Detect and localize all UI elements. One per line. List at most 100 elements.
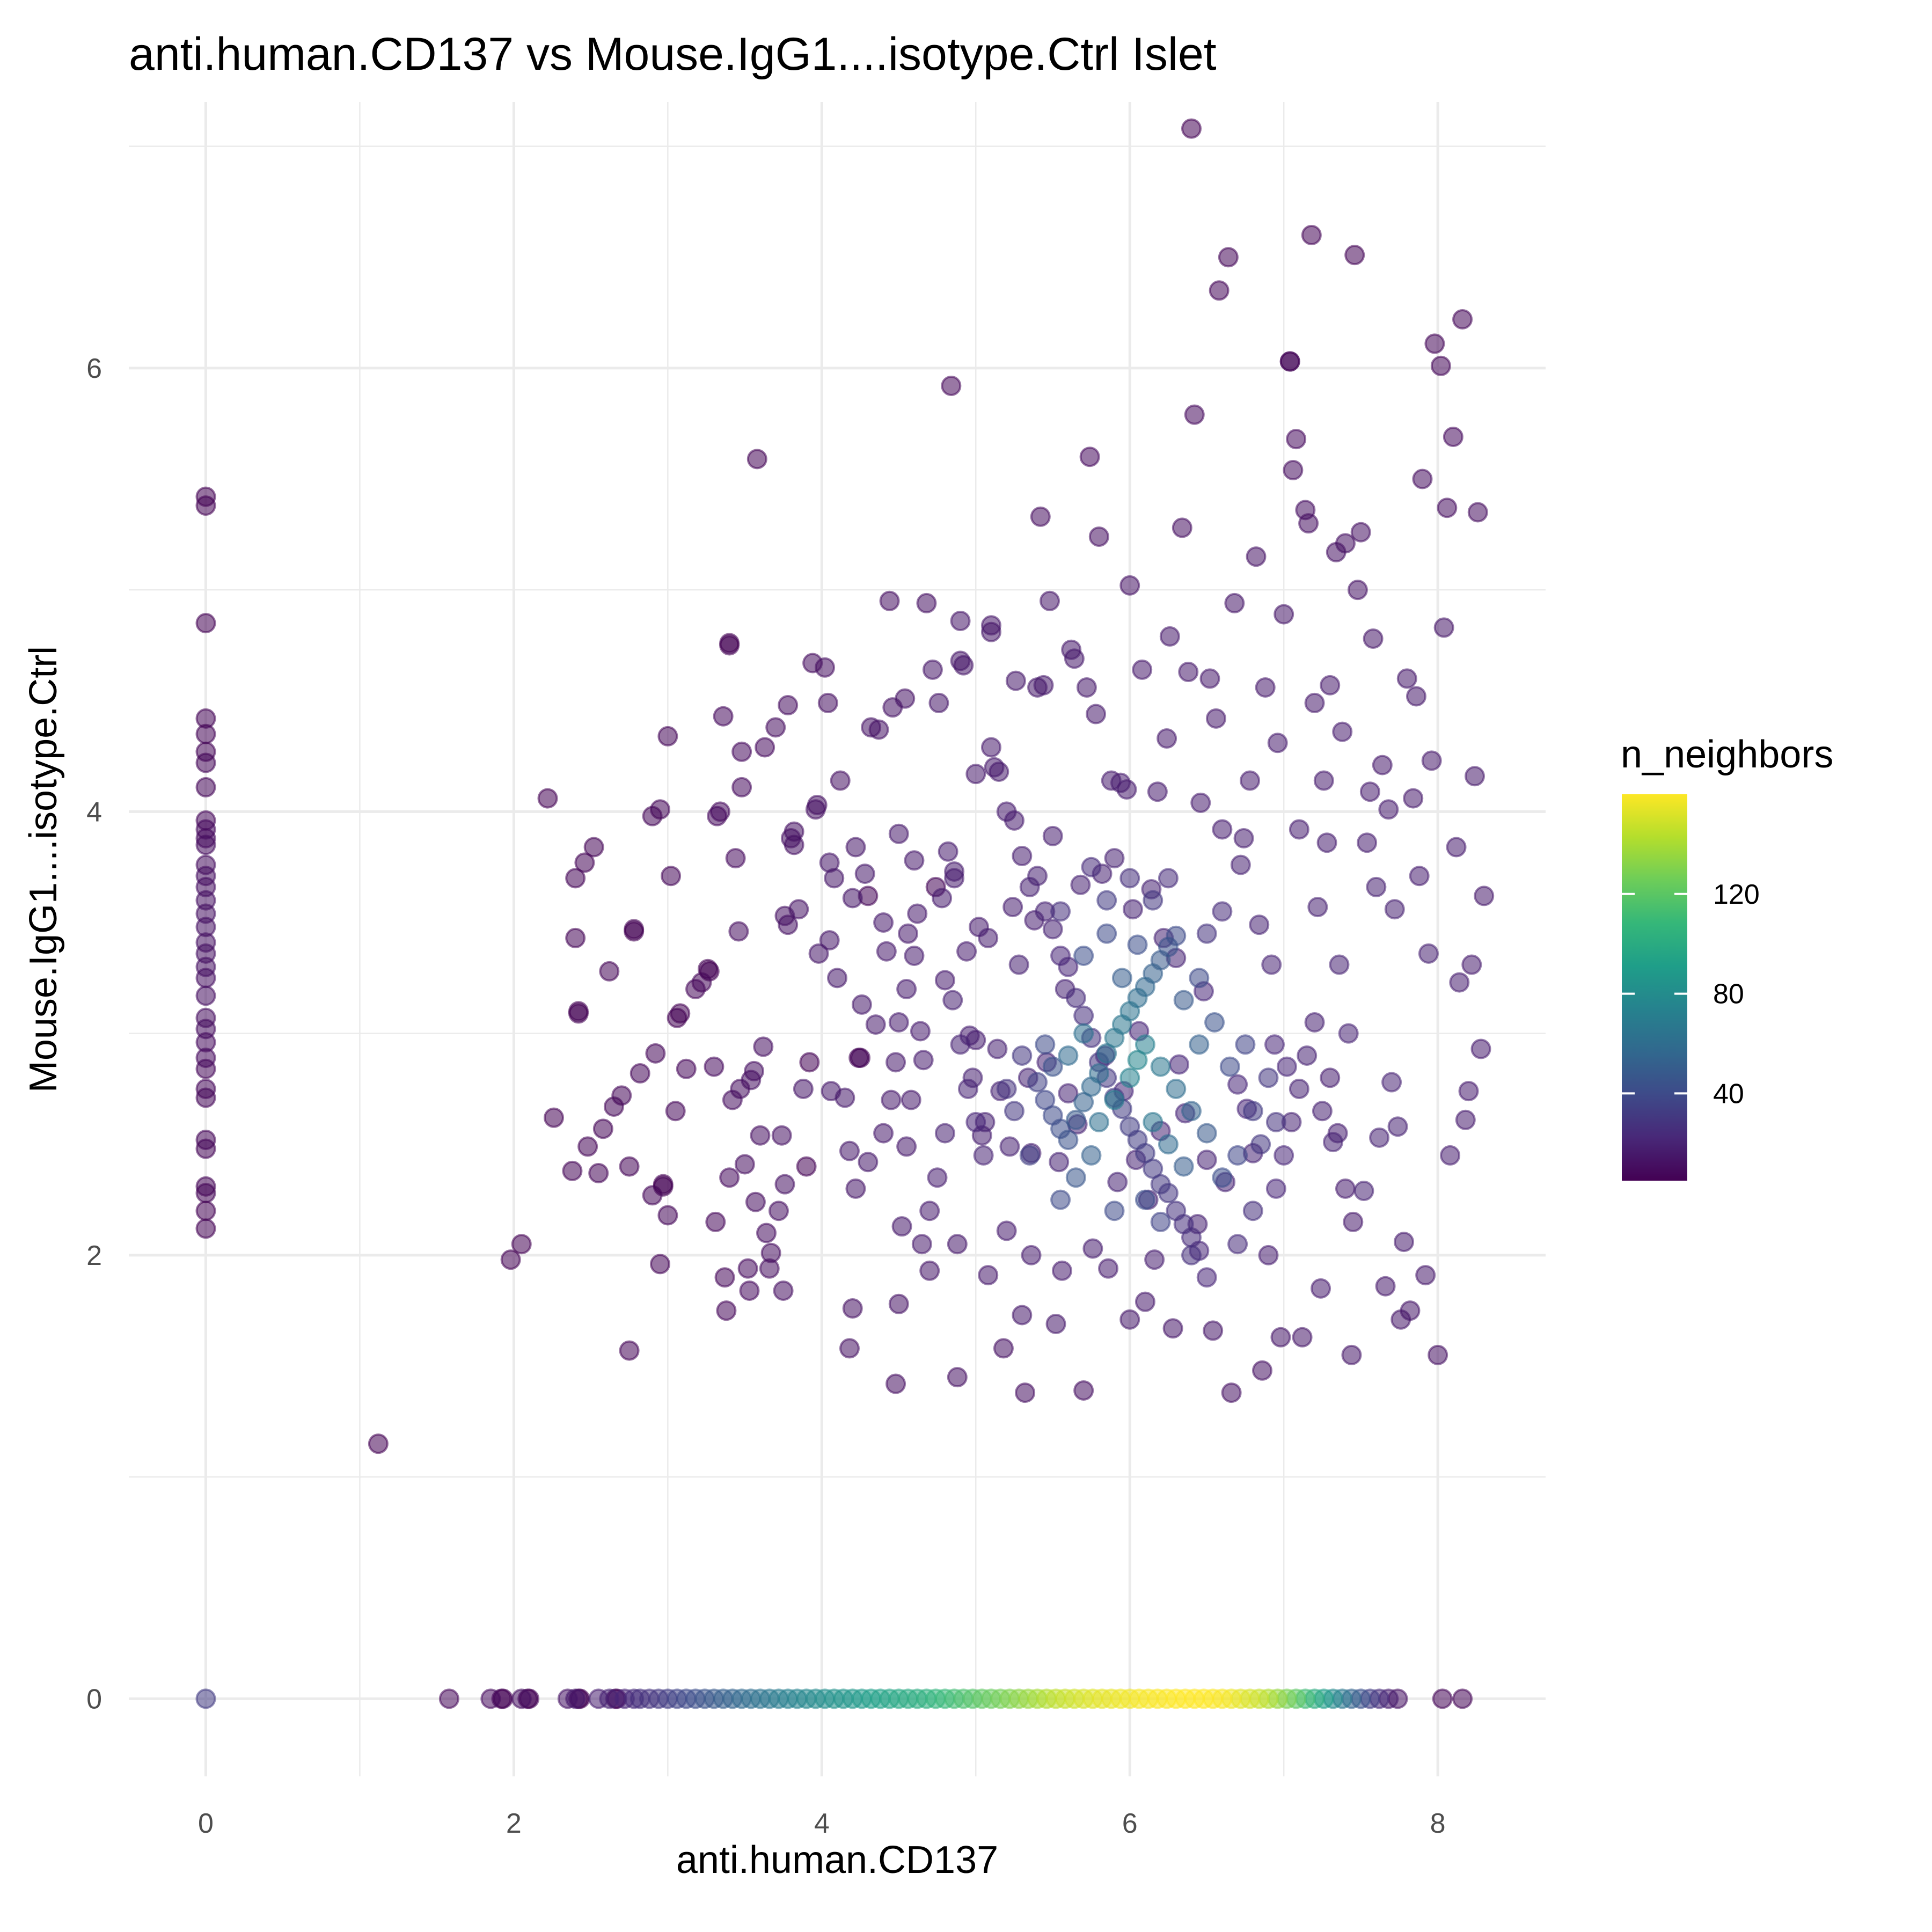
scatter-point bbox=[768, 1201, 789, 1221]
scatter-point bbox=[195, 1129, 216, 1150]
legend-colorbar bbox=[1622, 794, 1687, 1181]
scatter-point bbox=[1421, 750, 1442, 771]
scatter-point bbox=[1104, 1201, 1125, 1221]
scatter-point bbox=[1335, 533, 1356, 554]
scatter-point bbox=[1127, 934, 1148, 955]
scatter-point bbox=[1144, 1249, 1165, 1270]
scatter-point bbox=[1004, 1101, 1024, 1122]
scatter-point bbox=[888, 1012, 909, 1033]
scatter-point bbox=[934, 1123, 955, 1144]
scatter-point bbox=[1132, 659, 1153, 680]
scatter-point bbox=[704, 1056, 724, 1077]
scatter-point bbox=[1289, 819, 1309, 840]
scatter-point bbox=[1304, 692, 1325, 713]
scatter-point bbox=[1430, 355, 1451, 376]
scatter-point bbox=[896, 1136, 917, 1157]
scatter-point bbox=[195, 985, 216, 1006]
scatter-point bbox=[716, 1300, 737, 1321]
scatter-point bbox=[1143, 890, 1163, 911]
scatter-point bbox=[957, 1078, 978, 1099]
x-tick-label: 2 bbox=[506, 1808, 522, 1839]
scatter-point bbox=[942, 990, 963, 1011]
legend-tick-label: 40 bbox=[1713, 1078, 1744, 1109]
scatter-point bbox=[565, 868, 586, 889]
scatter-point bbox=[1387, 1116, 1408, 1137]
scatter-point bbox=[1150, 1211, 1171, 1232]
scatter-point bbox=[774, 1174, 795, 1195]
scatter-point bbox=[195, 1019, 216, 1040]
scatter-point bbox=[1189, 1034, 1210, 1055]
scatter-point bbox=[1184, 404, 1205, 425]
scatter-point bbox=[1172, 517, 1192, 538]
scatter-point bbox=[965, 764, 986, 785]
scatter-point bbox=[195, 1078, 216, 1099]
scatter-point bbox=[868, 719, 889, 740]
scatter-point bbox=[705, 1211, 726, 1232]
scatter-point bbox=[1304, 1012, 1325, 1033]
scatter-point bbox=[1249, 914, 1270, 935]
scatter-point bbox=[845, 1178, 866, 1199]
scatter-point bbox=[996, 1078, 1017, 1099]
scatter-point bbox=[480, 1688, 501, 1709]
scatter-point bbox=[1255, 677, 1276, 698]
scatter-point bbox=[1440, 1145, 1461, 1166]
scatter-point bbox=[1343, 1211, 1364, 1232]
scatter-point bbox=[873, 912, 894, 933]
scatter-point bbox=[1119, 868, 1140, 889]
scatter-point bbox=[842, 888, 863, 909]
scatter-point bbox=[583, 837, 604, 858]
scatter-point bbox=[1162, 1318, 1183, 1339]
scatter-point bbox=[1203, 1320, 1224, 1341]
scatter-point bbox=[1297, 1045, 1318, 1066]
scatter-point bbox=[1227, 1234, 1248, 1255]
scatter-point bbox=[719, 635, 740, 656]
scatter-point bbox=[650, 1254, 670, 1275]
scatter-point bbox=[1446, 837, 1467, 858]
scatter-point bbox=[778, 914, 799, 935]
scatter-point bbox=[1116, 779, 1137, 800]
scatter-point bbox=[1021, 1245, 1042, 1265]
scatter-point bbox=[910, 1021, 931, 1042]
scatter-point bbox=[1384, 899, 1405, 920]
scatter-point bbox=[907, 903, 928, 924]
scatter-point bbox=[599, 961, 620, 982]
scatter-point bbox=[630, 1063, 650, 1084]
scatter-point bbox=[953, 655, 974, 676]
scatter-point bbox=[1088, 1063, 1109, 1084]
scatter-point bbox=[885, 1052, 906, 1073]
scatter-point bbox=[807, 794, 828, 815]
scatter-point bbox=[709, 801, 730, 822]
scatter-point bbox=[1049, 1152, 1070, 1173]
scatter-point bbox=[577, 1136, 598, 1157]
scatter-point bbox=[839, 1140, 860, 1161]
scatter-point bbox=[879, 590, 900, 611]
scatter-point bbox=[817, 692, 838, 713]
scatter-point bbox=[1073, 1380, 1094, 1401]
scatter-point bbox=[1073, 1023, 1094, 1044]
scatter-point bbox=[619, 1156, 640, 1177]
scatter-point bbox=[965, 1111, 986, 1132]
scatter-point bbox=[657, 726, 678, 747]
scatter-point bbox=[1027, 866, 1048, 887]
scatter-point bbox=[1301, 224, 1322, 245]
scatter-point bbox=[713, 706, 734, 727]
scatter-point bbox=[1212, 1167, 1233, 1188]
scatter-point bbox=[438, 1688, 459, 1709]
scatter-point bbox=[1050, 1189, 1071, 1210]
scatter-point bbox=[195, 777, 216, 797]
scatter-point bbox=[1233, 828, 1254, 848]
scatter-point bbox=[1073, 1005, 1094, 1026]
scatter-point bbox=[1359, 781, 1380, 802]
scatter-point bbox=[1008, 954, 1029, 975]
scatter-point bbox=[568, 1003, 589, 1024]
scatter-point bbox=[1252, 1360, 1272, 1381]
scatter-point bbox=[1178, 662, 1199, 683]
scatter-point bbox=[1369, 1127, 1390, 1148]
legend-title: n_neighbors bbox=[1621, 733, 1833, 776]
scatter-point bbox=[1338, 1023, 1359, 1044]
scatter-point bbox=[913, 1050, 934, 1071]
scatter-point bbox=[1461, 954, 1482, 975]
scatter-point bbox=[1150, 1056, 1171, 1077]
scatter-point bbox=[895, 688, 916, 709]
scatter-point bbox=[999, 1136, 1020, 1157]
